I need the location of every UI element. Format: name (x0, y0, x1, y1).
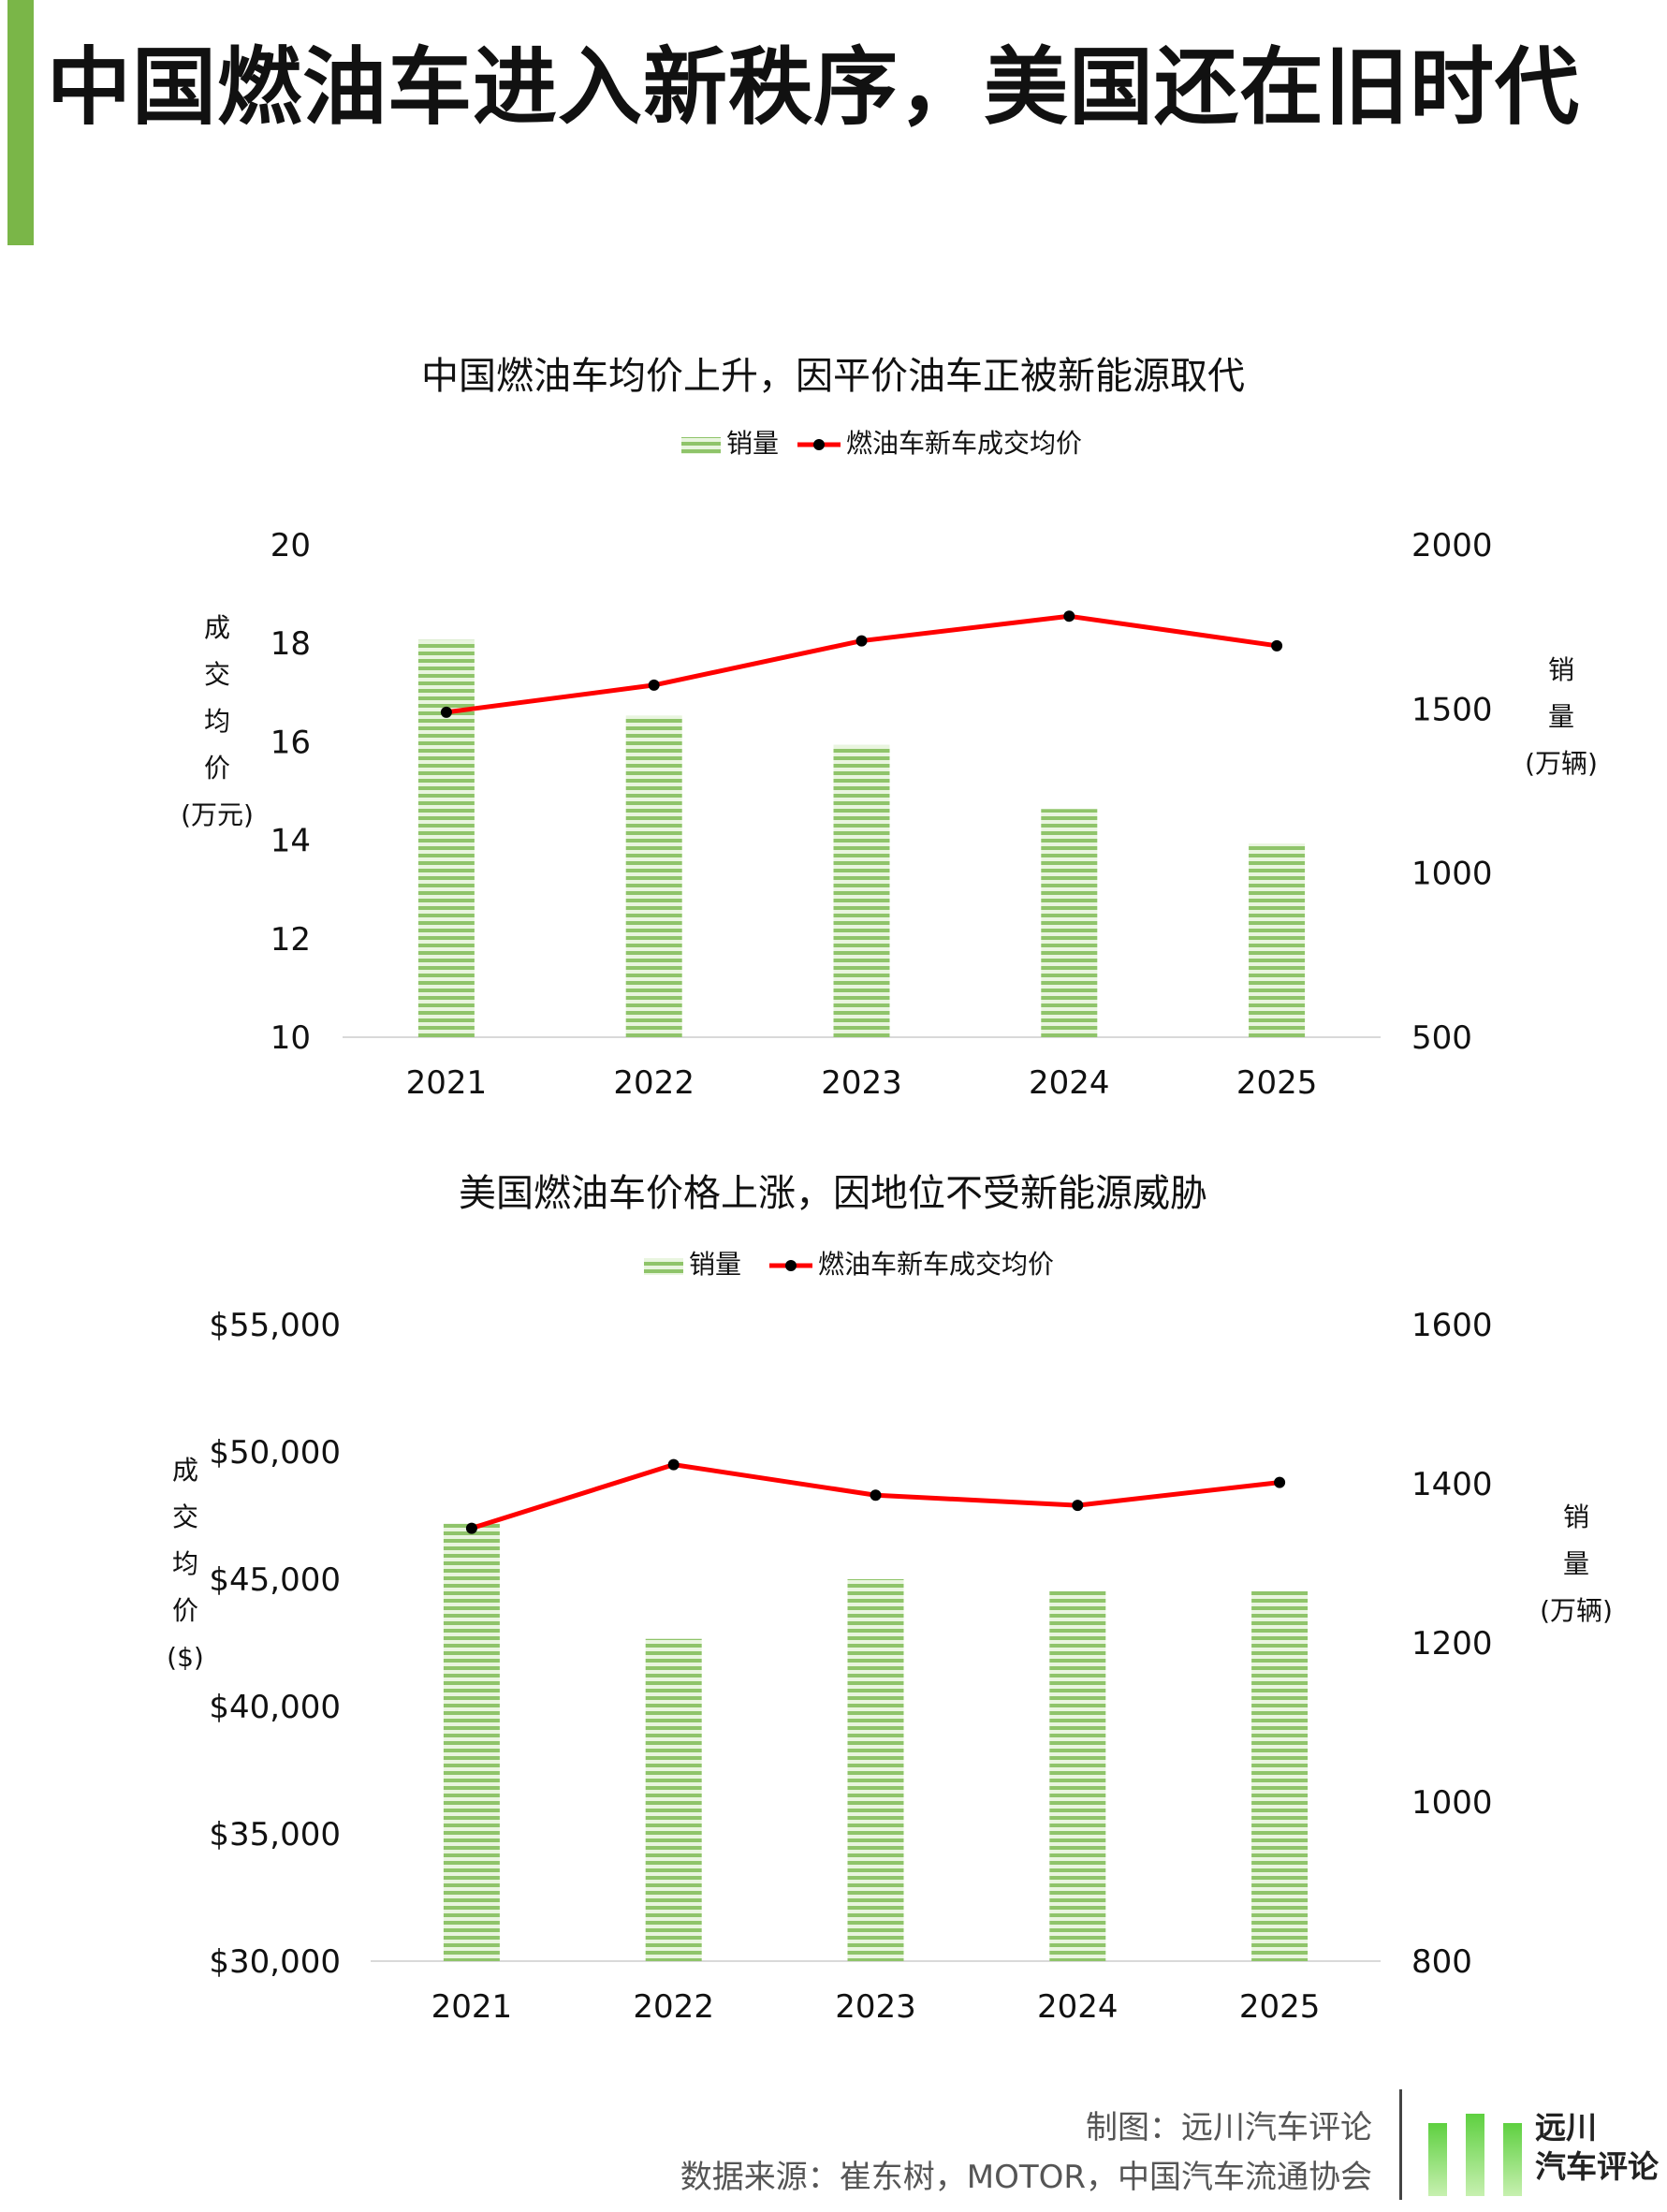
right-axis-tick-label: 1000 (1411, 1784, 1493, 1822)
legend: 销量 燃油车新车成交均价 (644, 1249, 1054, 1280)
left-axis-label: 价 (204, 753, 230, 784)
left-axis-tick-label: 18 (271, 625, 311, 663)
right-axis-label: 销 (1548, 654, 1574, 685)
x-tick-label: 2023 (835, 1988, 916, 2026)
logo-text-line-2: 汽车评论 (1535, 2148, 1659, 2185)
left-axis-tick-label: $45,000 (209, 1561, 341, 1599)
logo-text: 远川 汽车评论 (1535, 2108, 1659, 2187)
x-tick-label: 2025 (1239, 1988, 1321, 2026)
logo-divider (1399, 2089, 1402, 2200)
chart-title: 中国燃油车均价上升，因平价油车正被新能源取代 (421, 355, 1245, 398)
legend-bar-swatch (681, 437, 721, 454)
left-axis-tick-label: 16 (271, 724, 311, 761)
logo-text-line-1: 远川 (1535, 2109, 1597, 2146)
x-tick-label: 2024 (1029, 1064, 1110, 1102)
left-axis-tick-label: $55,000 (209, 1307, 341, 1344)
right-axis-label: 销 (1563, 1502, 1589, 1532)
bar-sales-2021 (417, 639, 475, 1037)
legend-line-label: 燃油车新车成交均价 (846, 428, 1082, 459)
bar-sales-2023 (847, 1579, 904, 1961)
price-point-2021 (465, 1522, 477, 1534)
right-axis-tick-label: 2000 (1411, 527, 1493, 564)
legend-bar-label: 销量 (726, 428, 779, 459)
price-point-2021 (440, 706, 452, 718)
left-axis-label: ($) (167, 1642, 204, 1673)
price-point-2022 (648, 679, 660, 691)
legend-line-marker (813, 439, 825, 450)
x-tick-label: 2025 (1236, 1064, 1318, 1102)
price-point-2023 (870, 1489, 882, 1502)
right-axis-label: (万辆) (1525, 748, 1598, 779)
x-tick-label: 2024 (1037, 1988, 1119, 2026)
right-axis-label: 量 (1563, 1548, 1589, 1579)
right-axis-label: (万辆) (1540, 1595, 1613, 1626)
legend-bar-swatch (644, 1258, 683, 1275)
left-axis-tick-label: 20 (271, 527, 311, 564)
legend-bar-label: 销量 (689, 1249, 741, 1280)
left-axis-tick-label: 14 (271, 823, 311, 860)
left-axis-label: 交 (204, 659, 230, 690)
x-tick-label: 2022 (613, 1064, 695, 1102)
bar-sales-2024 (1041, 809, 1098, 1037)
chart-title: 美国燃油车价格上涨，因地位不受新能源威胁 (459, 1172, 1207, 1215)
left-axis-tick-label: $50,000 (209, 1434, 341, 1472)
left-axis-label: (万元) (181, 799, 254, 830)
page-title: 中国燃油车进入新秩序，美国还在旧时代 (47, 38, 1580, 137)
left-axis-tick-label: 12 (271, 921, 311, 959)
bar-sales-2025 (1251, 1590, 1309, 1961)
bar-sales-2022 (625, 715, 682, 1037)
right-axis-tick-label: 1500 (1411, 691, 1493, 728)
price-point-2024 (1063, 610, 1075, 623)
legend-line-marker (785, 1260, 797, 1271)
title-accent-bar (7, 0, 34, 245)
bar-sales-2025 (1249, 843, 1306, 1037)
left-axis-label: 交 (172, 1502, 198, 1532)
yuanchuan-logo-icon (1428, 2114, 1522, 2196)
left-axis-tick-label: $40,000 (209, 1689, 341, 1726)
left-axis-label: 成 (172, 1455, 198, 1486)
right-axis-tick-label: 500 (1411, 1019, 1472, 1057)
price-line (446, 613, 1278, 715)
right-axis-label: 量 (1548, 701, 1574, 732)
x-tick-label: 2023 (821, 1064, 902, 1102)
right-axis-tick-label: 1200 (1411, 1625, 1493, 1663)
bar-sales-2024 (1049, 1590, 1106, 1961)
x-tick-label: 2022 (633, 1988, 714, 2026)
x-tick-label: 2021 (431, 1988, 513, 2026)
price-point-2022 (667, 1458, 680, 1471)
bar-sales-2022 (645, 1638, 702, 1961)
left-axis-tick-label: $35,000 (209, 1816, 341, 1853)
left-axis-label: 成 (204, 612, 230, 643)
left-axis-tick-label: 10 (271, 1019, 311, 1057)
price-point-2025 (1274, 1476, 1286, 1488)
left-axis-tick-label: $30,000 (209, 1943, 341, 1981)
bar-sales-2023 (833, 744, 890, 1037)
right-axis-tick-label: 1000 (1411, 856, 1493, 893)
left-axis-label: 价 (172, 1595, 198, 1626)
legend: 销量 燃油车新车成交均价 (681, 428, 1082, 459)
credit-chart-maker: 制图：远川汽车评论 (1086, 2109, 1372, 2146)
price-point-2024 (1072, 1500, 1084, 1512)
legend-line-label: 燃油车新车成交均价 (818, 1249, 1054, 1280)
right-axis-tick-label: 1400 (1411, 1466, 1493, 1503)
bar-sales-2021 (443, 1523, 500, 1961)
credit-data-source: 数据来源：崔东树，MOTOR，中国汽车流通协会 (680, 2159, 1372, 2196)
left-axis-label: 均 (172, 1548, 198, 1579)
right-axis-tick-label: 800 (1411, 1943, 1472, 1981)
price-point-2023 (855, 635, 868, 647)
left-axis-label: 均 (204, 706, 230, 737)
price-point-2025 (1271, 639, 1283, 652)
right-axis-tick-label: 1600 (1411, 1307, 1493, 1344)
x-tick-label: 2021 (406, 1064, 488, 1102)
